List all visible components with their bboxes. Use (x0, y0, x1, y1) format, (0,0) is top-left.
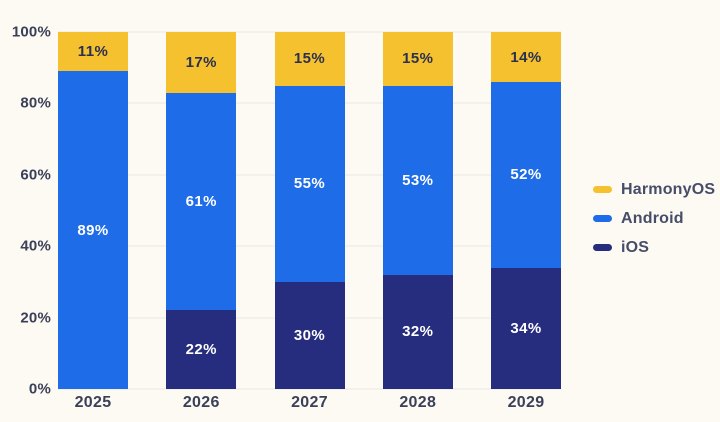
bars-container: 11% 89% 17% 61% 22% 15% 55% 30% 15% 53% 32% 14% 52% 3… (58, 32, 561, 389)
x-tick-2027: 2027 (291, 394, 328, 411)
legend-label: Android (621, 209, 684, 227)
legend-label: HarmonyOS (621, 180, 716, 198)
android-swatch-icon (593, 215, 612, 222)
segment-value-label: 11% (77, 43, 109, 61)
segment-value-label: 34% (510, 319, 542, 337)
segment-2028-harmonyos: 15% (382, 32, 453, 86)
y-tick-0: 0% (28, 380, 51, 398)
segment-value-label: 61% (185, 193, 217, 211)
y-axis: 100% 80% 60% 40% 20% 0% (0, 24, 51, 398)
ios-swatch-icon (593, 244, 612, 251)
segment-2028-android: 53% (382, 85, 453, 275)
x-axis: 2025 2026 2027 2028 2029 (58, 394, 561, 412)
segment-2025-android: 89% (58, 71, 128, 389)
y-tick-40: 40% (20, 237, 51, 255)
segment-2029-harmonyos: 14% (491, 32, 561, 82)
segment-2026-ios: 22% (166, 310, 237, 389)
segment-2027-android: 55% (274, 85, 345, 282)
bar-2026: 17% 61% 22% (166, 32, 237, 389)
x-tick-2029: 2029 (507, 394, 545, 411)
bar-2029: 14% 52% 34% (491, 32, 561, 389)
y-tick-20: 20% (20, 309, 51, 327)
segment-2029-ios: 34% (491, 267, 561, 389)
bar-2025: 11% 89% (58, 32, 128, 389)
segment-value-label: 52% (510, 166, 542, 184)
gridline-100 (58, 31, 561, 33)
legend: HarmonyOS Android iOS (593, 181, 715, 268)
plot-area: 11% 89% 17% 61% 22% 15% 55% 30% 15% 53% 32% 14% 52% 3… (58, 31, 561, 390)
y-tick-80: 80% (20, 94, 51, 112)
segment-2028-ios: 32% (382, 274, 453, 389)
y-tick-60: 60% (20, 166, 51, 184)
segment-value-label: 89% (77, 221, 109, 239)
legend-label: iOS (621, 238, 650, 256)
segment-value-label: 55% (293, 175, 326, 193)
segment-value-label: 14% (510, 48, 542, 66)
segment-value-label: 32% (402, 323, 434, 341)
segment-value-label: 53% (402, 171, 434, 189)
bar-2028: 15% 53% 32% (382, 32, 453, 389)
segment-2027-ios: 30% (274, 281, 345, 389)
segment-value-label: 17% (185, 53, 217, 71)
segment-value-label: 30% (293, 326, 326, 344)
segment-value-label: 15% (293, 50, 326, 68)
y-tick-100: 100% (11, 23, 51, 41)
harmonyos-swatch-icon (593, 186, 612, 193)
segment-2025-harmonyos: 11% (58, 32, 128, 72)
legend-item-ios: iOS (593, 239, 715, 256)
gridline-0 (58, 388, 561, 390)
legend-item-android: Android (593, 210, 715, 227)
segment-2026-harmonyos: 17% (166, 32, 237, 93)
x-tick-2028: 2028 (399, 394, 437, 411)
x-tick-2026: 2026 (182, 394, 220, 411)
segment-2026-android: 61% (166, 92, 237, 311)
x-tick-2025: 2025 (74, 394, 112, 411)
segment-2029-android: 52% (491, 82, 561, 268)
segment-value-label: 22% (185, 341, 217, 359)
segment-value-label: 15% (402, 50, 434, 68)
segment-2027-harmonyos: 15% (274, 32, 345, 86)
bar-2027: 15% 55% 30% (274, 32, 345, 389)
legend-item-harmonyos: HarmonyOS (593, 181, 715, 198)
